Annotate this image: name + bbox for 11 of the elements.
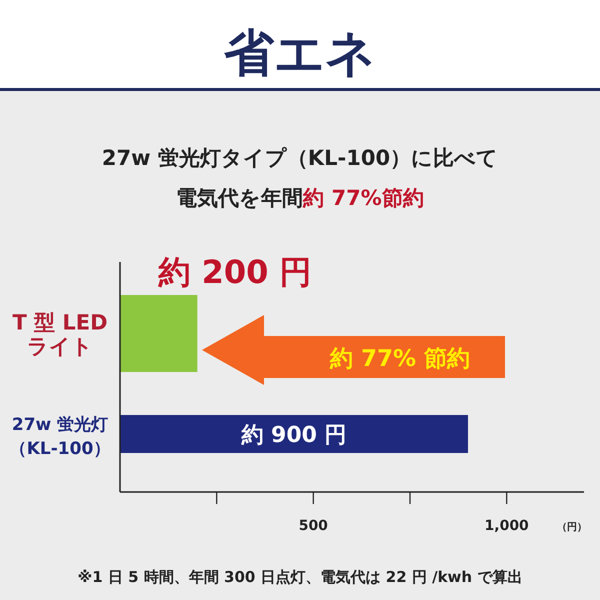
- data-label: 約 200 円: [157, 253, 312, 291]
- y-tick-label: T 型 LEDライト: [12, 310, 108, 358]
- x-tick-label: 500: [298, 518, 328, 534]
- chart-title: 省エネ: [223, 23, 376, 82]
- x-axis-title: （円）: [557, 522, 587, 533]
- y-tick-label: 27w 蛍光灯（KL-100）: [10, 415, 110, 459]
- chart-subtitle: 27w 蛍光灯タイプ（KL-100）に比べて電気代を年間約 77%節約: [102, 146, 498, 210]
- annotation: 約 77% 節約: [328, 346, 470, 372]
- data-label: 約 900 円: [240, 423, 347, 448]
- x-tick-label: 1,000: [484, 518, 530, 534]
- text: ※1 日 5 時間、年間 300 日点灯、電気代は 22 円 /kwh で算出: [78, 568, 522, 586]
